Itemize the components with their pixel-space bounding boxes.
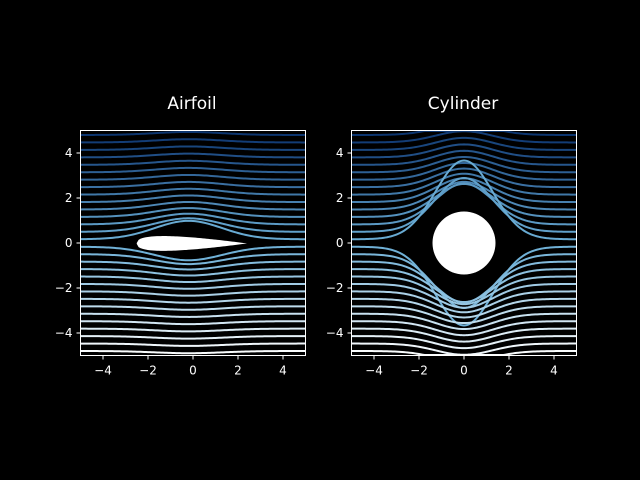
cylinder-streamline xyxy=(351,335,577,350)
airfoil-streamline xyxy=(80,130,306,136)
airfoil-title: Airfoil xyxy=(167,94,216,114)
cylinder-streamline xyxy=(351,268,577,304)
airfoil-x-tick-label: −2 xyxy=(139,364,157,378)
airfoil-streamline xyxy=(80,217,306,233)
airfoil-streamline xyxy=(80,312,306,318)
cylinder-streamline xyxy=(351,176,577,233)
cylinder-streamlines xyxy=(351,129,577,357)
airfoil-streamline xyxy=(80,152,306,159)
airfoil-y-tick-label: 4 xyxy=(65,146,73,160)
airfoil-streamline xyxy=(80,207,306,218)
airfoil-streamline xyxy=(80,219,306,241)
airfoil-y-tick-label: −4 xyxy=(55,326,73,340)
airfoil-shape xyxy=(136,236,247,251)
cylinder-x-tick-label: 2 xyxy=(505,364,513,378)
cylinder-streamline xyxy=(351,136,577,151)
airfoil-streamline xyxy=(80,342,306,347)
airfoil-streamline xyxy=(80,335,306,340)
airfoil-streamline xyxy=(80,166,306,174)
airfoil-streamline xyxy=(80,145,306,151)
cylinder-shape xyxy=(432,211,496,275)
airfoil-streamline xyxy=(80,138,306,144)
airfoil-streamline xyxy=(80,159,306,166)
cylinder-streamline xyxy=(351,167,577,189)
airfoil-streamline xyxy=(80,173,306,181)
cylinder-streamline xyxy=(351,172,577,196)
cylinder-x-tick-label: 4 xyxy=(550,364,558,378)
airfoil-streamlines xyxy=(80,130,306,355)
cylinder-streamline xyxy=(351,149,577,166)
cylinder-streamline xyxy=(351,245,577,327)
cylinder-streamline xyxy=(351,290,577,314)
airfoil-streamline xyxy=(80,350,306,355)
cylinder-streamline xyxy=(351,159,577,241)
airfoil-streamline xyxy=(80,297,306,304)
airfoil-panel: Airfoil −4 −2 0 2 4 −4 −2 0 2 4 xyxy=(55,94,306,378)
cylinder-streamline xyxy=(351,297,577,319)
airfoil-x-tick-label: −4 xyxy=(94,364,112,378)
airfoil-streamline xyxy=(80,194,306,204)
airfoil-x-axis: −4 −2 0 2 4 xyxy=(94,355,287,378)
cylinder-x-tick-label: 0 xyxy=(460,364,468,378)
cylinder-panel: Cylinder −4 −2 0 2 4 −4 −2 0 2 4 xyxy=(326,94,577,378)
airfoil-streamline xyxy=(80,268,306,277)
airfoil-y-tick-label: 2 xyxy=(65,191,73,205)
cylinder-x-tick-label: −2 xyxy=(410,364,428,378)
cylinder-streamline xyxy=(351,143,577,159)
cylinder-y-axis: −4 −2 0 2 4 xyxy=(326,146,352,340)
airfoil-streamline xyxy=(80,200,306,211)
airfoil-x-tick-label: 0 xyxy=(189,364,197,378)
airfoil-y-tick-label: −2 xyxy=(55,281,73,295)
airfoil-x-tick-label: 4 xyxy=(279,364,287,378)
cylinder-streamline xyxy=(351,182,577,226)
cylinder-streamline xyxy=(351,282,577,309)
cylinder-y-tick-label: −4 xyxy=(326,326,344,340)
cylinder-x-axis: −4 −2 0 2 4 xyxy=(365,355,558,378)
airfoil-streamline xyxy=(80,245,306,262)
airfoil-streamline xyxy=(80,327,306,333)
cylinder-x-tick-label: −4 xyxy=(365,364,383,378)
airfoil-streamline xyxy=(80,253,306,266)
airfoil-streamline xyxy=(80,290,306,297)
cylinder-streamline xyxy=(351,180,577,211)
airfoil-streamline xyxy=(80,180,306,189)
cylinder-streamline xyxy=(351,312,577,331)
cylinder-y-tick-label: −2 xyxy=(326,281,344,295)
cylinder-streamline xyxy=(351,130,577,144)
cylinder-y-tick-label: 0 xyxy=(336,236,344,250)
cylinder-streamline xyxy=(351,305,577,325)
airfoil-streamline xyxy=(80,282,306,290)
airfoil-x-tick-label: 2 xyxy=(234,364,242,378)
airfoil-streamline xyxy=(80,187,306,196)
airfoil-streamline xyxy=(80,212,306,226)
airfoil-body xyxy=(136,236,247,251)
cylinder-title: Cylinder xyxy=(428,94,498,114)
cylinder-y-tick-label: 2 xyxy=(336,191,344,205)
airfoil-streamline xyxy=(80,305,306,311)
cylinder-y-tick-label: 4 xyxy=(336,146,344,160)
airfoil-streamline xyxy=(80,260,306,271)
cylinder-streamline xyxy=(351,155,577,174)
cylinder-body xyxy=(432,211,496,275)
airfoil-streamline xyxy=(80,275,306,284)
cylinder-streamline xyxy=(351,320,577,337)
airfoil-streamline xyxy=(80,320,306,326)
cylinder-streamline xyxy=(351,161,577,181)
cylinder-streamline xyxy=(351,275,577,306)
airfoil-y-axis: −4 −2 0 2 4 xyxy=(55,146,81,340)
airfoil-y-tick-label: 0 xyxy=(65,236,73,250)
cylinder-streamline xyxy=(351,327,577,343)
